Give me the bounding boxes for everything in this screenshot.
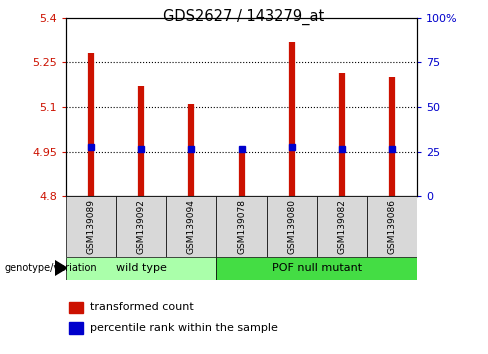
FancyBboxPatch shape bbox=[266, 196, 317, 257]
FancyBboxPatch shape bbox=[217, 196, 266, 257]
Text: wild type: wild type bbox=[116, 263, 166, 273]
Text: GSM139086: GSM139086 bbox=[387, 199, 397, 254]
FancyBboxPatch shape bbox=[66, 196, 116, 257]
Text: GSM139082: GSM139082 bbox=[337, 199, 346, 254]
Bar bbox=[69, 302, 83, 313]
Text: GSM139078: GSM139078 bbox=[237, 199, 246, 254]
Text: transformed count: transformed count bbox=[90, 302, 194, 313]
FancyBboxPatch shape bbox=[116, 196, 166, 257]
Text: GSM139089: GSM139089 bbox=[86, 199, 96, 254]
Text: GSM139094: GSM139094 bbox=[187, 199, 196, 254]
Text: genotype/variation: genotype/variation bbox=[5, 263, 98, 273]
Polygon shape bbox=[55, 261, 67, 275]
FancyBboxPatch shape bbox=[66, 257, 217, 280]
Text: GSM139092: GSM139092 bbox=[137, 199, 146, 254]
FancyBboxPatch shape bbox=[367, 196, 417, 257]
Text: GDS2627 / 143279_at: GDS2627 / 143279_at bbox=[163, 9, 325, 25]
FancyBboxPatch shape bbox=[166, 196, 217, 257]
Text: percentile rank within the sample: percentile rank within the sample bbox=[90, 323, 278, 333]
FancyBboxPatch shape bbox=[217, 257, 417, 280]
Bar bbox=[69, 322, 83, 334]
Text: GSM139080: GSM139080 bbox=[287, 199, 296, 254]
Text: POF null mutant: POF null mutant bbox=[272, 263, 362, 273]
FancyBboxPatch shape bbox=[317, 196, 367, 257]
